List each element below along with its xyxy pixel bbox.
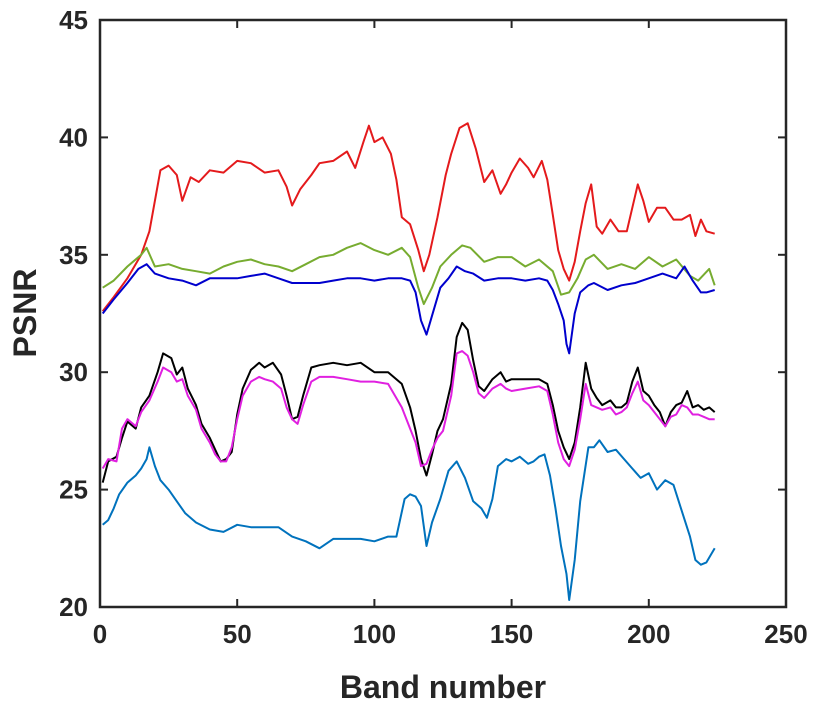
x-tick-label: 0: [93, 619, 107, 649]
plot-lines: [101, 122, 716, 601]
series-line-4: [101, 321, 716, 483]
x-tick-label: 250: [764, 619, 807, 649]
y-axis-label: PSNR: [7, 269, 43, 358]
x-tick-label: 50: [223, 619, 252, 649]
y-tick-label: 40: [59, 122, 88, 152]
y-tick-label: 45: [59, 5, 88, 35]
series-line-6: [102, 439, 716, 601]
x-tick-label: 200: [627, 619, 670, 649]
plot-frame: [98, 18, 788, 609]
y-axis: 20 25 30 35 40 45: [59, 5, 786, 622]
x-tick-label: 150: [490, 619, 533, 649]
series-line-1: [101, 122, 715, 312]
x-tick-label: 100: [353, 619, 396, 649]
y-tick-label: 25: [59, 475, 88, 505]
series-line-5: [101, 350, 715, 470]
x-axis-label: Band number: [340, 669, 546, 705]
series-line-2: [102, 242, 716, 306]
y-tick-label: 35: [59, 240, 88, 270]
y-tick-label: 30: [59, 357, 88, 387]
y-tick-label: 20: [59, 592, 88, 622]
x-axis: 0 50 100 150 200 250: [93, 20, 808, 649]
series-line-3: [101, 263, 715, 355]
